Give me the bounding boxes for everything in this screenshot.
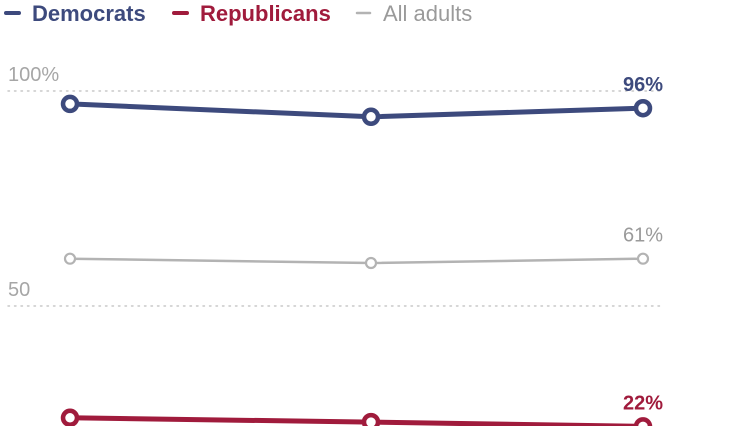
gridlines (7, 90, 661, 307)
data-point-all-adults-3 (636, 252, 650, 265)
data-label-republicans: 22% (623, 392, 663, 414)
series-line-republicans (67, 415, 646, 426)
series-line-democrats (67, 101, 646, 120)
series-group: 61% 96% 22% (60, 74, 663, 426)
data-point-all-adults-1 (63, 252, 77, 265)
data-point-republicans-2 (361, 412, 381, 426)
tick-label-50: 50 (8, 279, 30, 301)
data-point-republicans-3 (633, 417, 653, 426)
y-axis-ticks: 100% 50 (8, 64, 59, 301)
tick-label-100: 100% (8, 64, 59, 86)
data-point-democrats-1 (60, 94, 80, 114)
series-democrats: 96% (60, 74, 663, 127)
data-point-democrats-2 (361, 107, 381, 127)
series-line-all-adults (68, 257, 645, 265)
data-point-all-adults-2 (364, 256, 378, 270)
series-all-adults: 61% (63, 225, 663, 270)
legend-label-democrats: Democrats (32, 1, 146, 26)
data-point-republicans-1 (60, 408, 80, 426)
legend: Democrats Republicans All adults (4, 1, 472, 26)
legend-label-republicans: Republicans (200, 1, 331, 26)
series-republicans: 22% (60, 392, 663, 426)
data-label-democrats: 96% (623, 74, 663, 96)
legend-label-all-adults: All adults (383, 1, 472, 26)
data-label-all-adults: 61% (623, 225, 663, 247)
data-point-democrats-3 (633, 98, 653, 118)
